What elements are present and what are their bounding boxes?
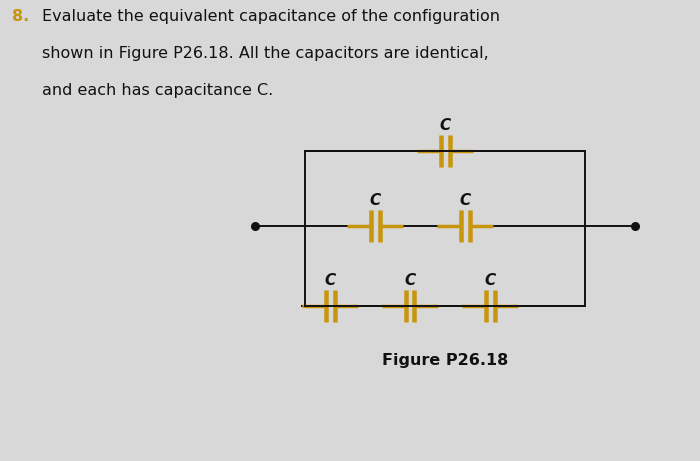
- Text: C: C: [405, 273, 416, 288]
- Text: C: C: [484, 273, 496, 288]
- Text: C: C: [459, 193, 470, 208]
- Text: C: C: [370, 193, 381, 208]
- Text: Evaluate the equivalent capacitance of the configuration: Evaluate the equivalent capacitance of t…: [42, 9, 500, 24]
- Text: shown in Figure P26.18. All the capacitors are identical,: shown in Figure P26.18. All the capacito…: [42, 46, 489, 61]
- Text: C: C: [324, 273, 335, 288]
- Text: and each has capacitance C.: and each has capacitance C.: [42, 83, 273, 98]
- Text: C: C: [440, 118, 451, 133]
- Text: Figure P26.18: Figure P26.18: [382, 353, 508, 368]
- Text: 8.: 8.: [12, 9, 29, 24]
